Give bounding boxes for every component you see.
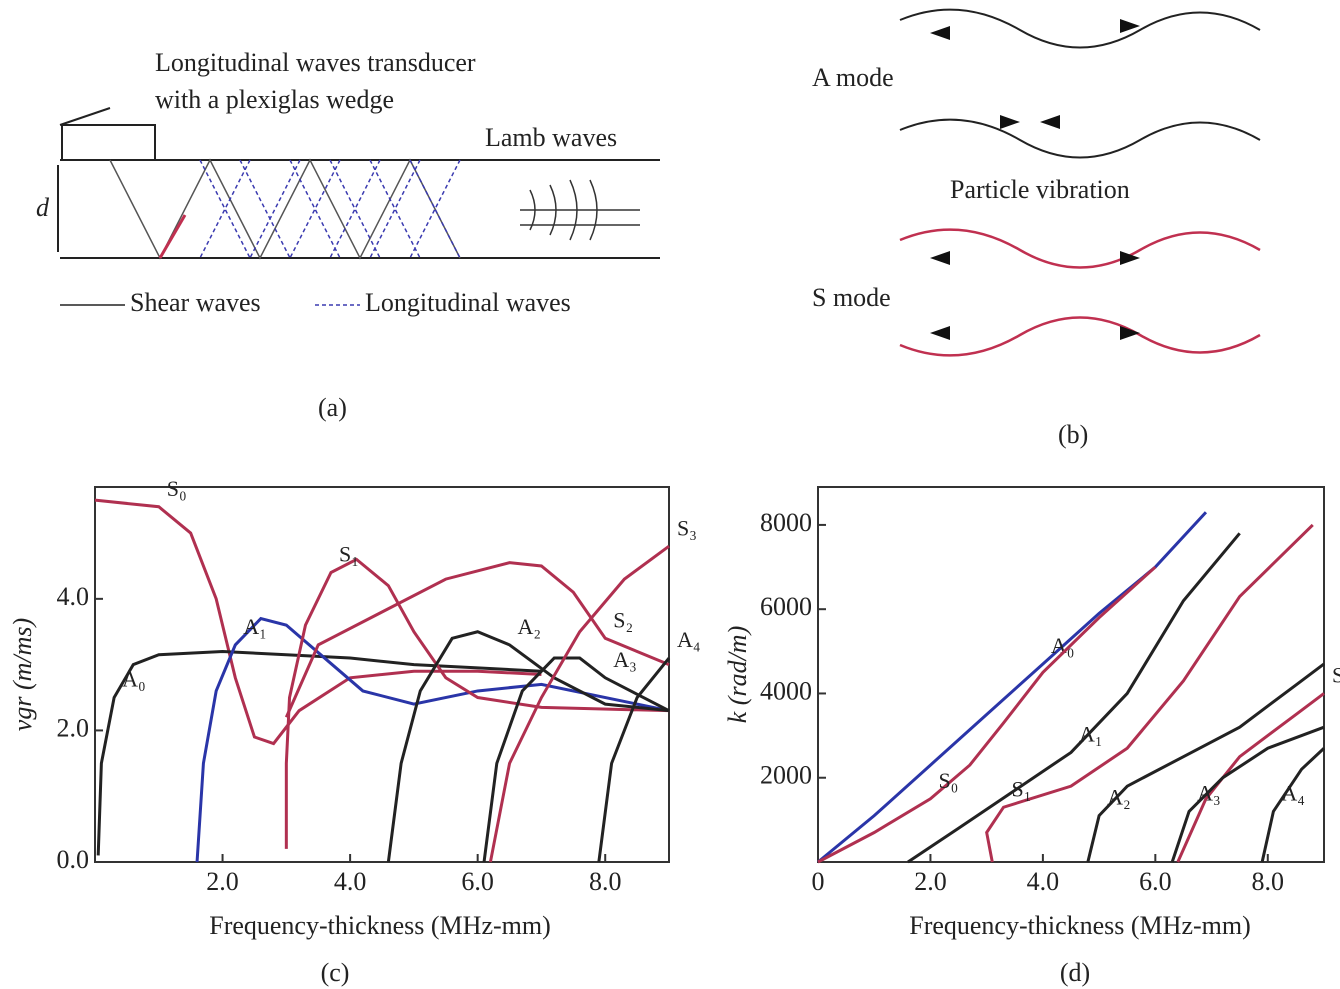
curve-label: S₁ bbox=[339, 542, 359, 567]
curve-label: S₁ bbox=[1012, 776, 1032, 801]
label: S mode bbox=[812, 283, 891, 312]
x-tick-label: 8.0 bbox=[589, 867, 622, 896]
curve-label: A₀ bbox=[122, 667, 146, 692]
x-tick-label: 0 bbox=[812, 867, 825, 896]
y-tick-label: 8000 bbox=[760, 508, 812, 537]
curve-label: A₃ bbox=[1197, 780, 1221, 805]
curve-label: S₀ bbox=[938, 768, 958, 793]
label: Longitudinal waves transducer bbox=[155, 48, 476, 77]
y-tick-label: 4000 bbox=[760, 676, 812, 705]
curve-label: A₂ bbox=[1107, 785, 1131, 810]
label: Shear waves bbox=[130, 288, 261, 317]
caption: (a) bbox=[318, 393, 347, 422]
curve-label: S₂ bbox=[1332, 663, 1340, 688]
curve-label: A₃ bbox=[613, 647, 637, 672]
x-axis-label: Frequency-thickness (MHz-mm) bbox=[209, 911, 551, 940]
curve-label: S₀ bbox=[167, 476, 187, 501]
x-tick-label: 2.0 bbox=[914, 867, 947, 896]
y-tick-label: 6000 bbox=[760, 592, 812, 621]
caption: (d) bbox=[1060, 958, 1090, 987]
y-tick-label: 0.0 bbox=[57, 845, 90, 874]
caption: (c) bbox=[321, 958, 350, 987]
y-axis-label: vgr (m/ms) bbox=[8, 618, 37, 731]
x-tick-label: 2.0 bbox=[206, 867, 239, 896]
x-axis-label: Frequency-thickness (MHz-mm) bbox=[909, 911, 1251, 940]
x-tick-label: 6.0 bbox=[1139, 867, 1172, 896]
curve-label: A₁ bbox=[243, 614, 267, 639]
curve-label: A₂ bbox=[518, 614, 542, 639]
label: A mode bbox=[812, 63, 894, 92]
y-tick-label: 2.0 bbox=[57, 713, 90, 742]
x-tick-label: 8.0 bbox=[1252, 867, 1285, 896]
y-tick-label: 2000 bbox=[760, 761, 812, 790]
caption: (b) bbox=[1058, 420, 1088, 449]
label: d bbox=[36, 193, 50, 222]
y-axis-label: k (rad/m) bbox=[723, 626, 752, 723]
label: Particle vibration bbox=[950, 175, 1130, 204]
curve-label: A₄ bbox=[677, 627, 701, 652]
label: with a plexiglas wedge bbox=[155, 85, 394, 114]
y-tick-label: 4.0 bbox=[57, 582, 90, 611]
label: Lamb waves bbox=[485, 123, 617, 152]
x-tick-label: 4.0 bbox=[1027, 867, 1060, 896]
x-tick-label: 4.0 bbox=[334, 867, 367, 896]
label: Longitudinal waves bbox=[365, 288, 571, 317]
x-tick-label: 6.0 bbox=[461, 867, 494, 896]
curve-label: S₂ bbox=[613, 607, 633, 632]
curve-label: A₁ bbox=[1079, 721, 1103, 746]
curve-label: S₃ bbox=[677, 515, 697, 540]
figure: Longitudinal waves transducer with a ple… bbox=[0, 0, 1340, 989]
curve-label: A₄ bbox=[1281, 780, 1305, 805]
